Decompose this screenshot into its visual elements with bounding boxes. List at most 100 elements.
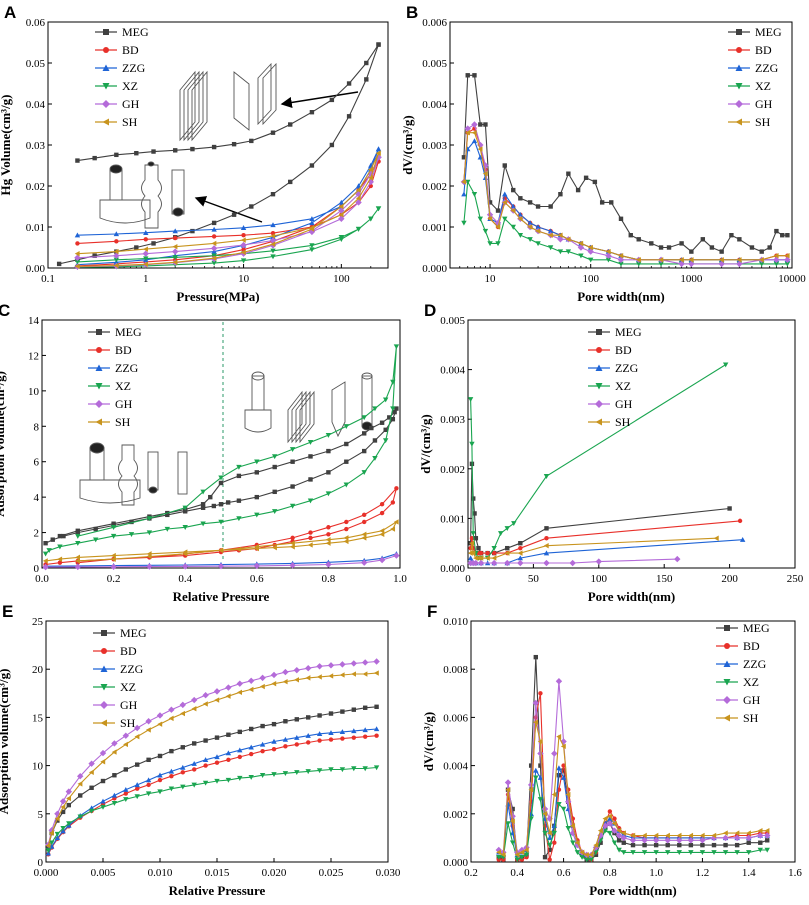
data-point-b-xz — [482, 228, 489, 234]
data-point-c-meg — [308, 477, 313, 482]
data-point-a-xz — [74, 259, 81, 265]
data-point-b-xz — [535, 241, 541, 247]
y-tick-label-c: 6 — [34, 457, 40, 469]
data-point-f-sh — [676, 832, 682, 839]
data-point-c-xz — [307, 440, 314, 445]
series-line-b-zzg — [463, 139, 788, 261]
data-point-a-meg — [346, 114, 352, 119]
data-point-d-bd — [469, 536, 475, 541]
data-point-c-xz — [75, 541, 81, 546]
data-point-c-meg — [211, 503, 217, 509]
legend-label-f-meg: MEG — [743, 621, 770, 635]
legend-label-f-bd: BD — [743, 639, 760, 653]
data-point-f-gh — [537, 750, 544, 757]
data-point-a-zzg — [309, 220, 315, 226]
data-point-e-zzg — [54, 835, 61, 841]
x-tick-label-d: 200 — [721, 573, 738, 585]
legend-marker-d-sh — [595, 418, 602, 426]
data-point-e-zzg — [191, 760, 197, 766]
data-point-a-xz — [240, 258, 247, 264]
legend-label-b-gh: GH — [755, 97, 773, 111]
data-point-c-gh — [378, 556, 386, 564]
data-point-c-xz — [390, 379, 396, 385]
data-point-c-xz — [236, 516, 242, 522]
data-point-b-xz — [565, 249, 572, 255]
data-point-e-bd — [180, 770, 185, 775]
data-point-b-meg — [618, 216, 624, 221]
data-point-c-xz — [390, 406, 396, 412]
x-tick-label-f: 0.4 — [510, 867, 524, 879]
data-point-f-sh — [542, 811, 548, 817]
legend-marker-a-sh — [102, 118, 109, 126]
data-point-a-xz — [375, 206, 382, 212]
y-axis-label-f: dV/(cm³/g) — [421, 712, 436, 772]
data-point-f-sh — [597, 827, 603, 834]
data-point-b-meg — [583, 175, 589, 180]
data-point-a-sh — [338, 212, 344, 218]
panel-letter-d: D — [424, 301, 436, 320]
data-point-e-bd — [135, 786, 140, 791]
data-point-e-sh — [225, 693, 231, 699]
y-tick-label-a: 0.03 — [26, 140, 46, 152]
data-point-f-meg — [665, 842, 670, 848]
legend-label-a-gh: GH — [122, 97, 140, 111]
y-tick-label-b: 0.005 — [422, 58, 447, 70]
data-point-c-xz — [182, 525, 188, 530]
data-point-b-gh — [471, 121, 478, 128]
data-point-b-meg — [759, 249, 764, 254]
x-axis-label-c: Relative Pressure — [173, 589, 270, 604]
data-point-e-meg — [226, 732, 231, 737]
slit-and-cylinder-pore-schematic-c — [244, 371, 373, 444]
y-tick-label-c: 8 — [34, 421, 40, 433]
data-point-e-xz — [282, 771, 289, 777]
y-axis-label-b: dV/(cm³/g) — [400, 115, 415, 175]
data-point-a-sh — [143, 261, 148, 268]
data-point-c-xz — [272, 454, 278, 460]
data-point-b-xz — [487, 241, 493, 247]
legend-marker-a-zzg — [102, 64, 110, 71]
data-point-a-gh — [355, 199, 362, 206]
data-point-c-gh — [217, 563, 225, 570]
data-point-c-gh — [325, 561, 332, 568]
y-tick-label-d: 0.001 — [440, 513, 465, 525]
data-point-e-bd — [317, 738, 322, 743]
plot-frame-d — [467, 319, 796, 569]
data-point-c-sh — [42, 558, 48, 564]
data-point-e-sh — [202, 701, 208, 707]
data-point-c-xz — [146, 516, 153, 522]
data-point-a-zzg — [375, 146, 382, 152]
y-tick-label-c: 12 — [28, 350, 39, 362]
data-point-f-sh — [579, 849, 585, 856]
data-point-b-sh — [471, 130, 477, 136]
legend-label-f-gh: GH — [743, 693, 761, 707]
data-point-f-meg — [561, 768, 566, 773]
data-point-a-sh — [240, 237, 246, 243]
data-point-b-xz — [773, 261, 780, 267]
data-point-c-sh — [325, 536, 331, 543]
data-point-a-xz — [338, 237, 345, 242]
data-point-c-xz — [164, 526, 170, 532]
data-point-c-bd — [344, 526, 349, 532]
legend-label-a-sh: SH — [122, 115, 138, 129]
data-point-c-xz — [382, 438, 389, 444]
data-point-e-sh — [157, 721, 163, 727]
data-point-f-sh — [551, 791, 557, 798]
legend-marker-f-sh — [723, 714, 730, 722]
series-line-a-zzg — [77, 148, 380, 266]
data-point-e-zzg — [271, 738, 277, 744]
data-point-c-gh — [146, 563, 153, 570]
y-axis-label-c: Adsorption volume(cm³/g) — [0, 371, 7, 517]
data-point-f-gh — [620, 834, 627, 842]
y-tick-label-e: 15 — [32, 712, 44, 724]
data-point-c-xz — [182, 505, 188, 511]
data-point-c-xz — [289, 447, 296, 453]
data-point-d-sh — [469, 540, 475, 546]
data-point-f-xz — [621, 850, 627, 856]
data-point-a-meg — [364, 60, 369, 66]
data-point-e-gh — [362, 659, 369, 666]
data-point-c-sh — [307, 542, 313, 548]
data-point-f-sh — [500, 852, 506, 858]
data-point-c-meg — [200, 502, 206, 507]
data-point-e-xz — [45, 848, 51, 854]
data-point-d-sh — [473, 555, 479, 561]
